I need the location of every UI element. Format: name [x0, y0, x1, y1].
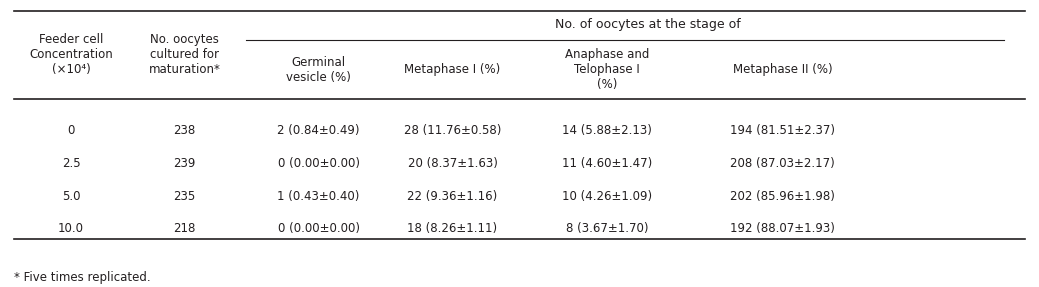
Text: 11 (4.60±1.47): 11 (4.60±1.47) — [562, 157, 652, 170]
Text: 239: 239 — [174, 157, 195, 170]
Text: 10 (4.26±1.09): 10 (4.26±1.09) — [562, 190, 652, 203]
Text: 0 (0.00±0.00): 0 (0.00±0.00) — [277, 157, 359, 170]
Text: 194 (81.51±2.37): 194 (81.51±2.37) — [729, 124, 834, 137]
Text: Metaphase II (%): Metaphase II (%) — [732, 63, 832, 76]
Text: 22 (9.36±1.16): 22 (9.36±1.16) — [407, 190, 498, 203]
Text: * Five times replicated.: * Five times replicated. — [15, 271, 151, 284]
Text: Metaphase I (%): Metaphase I (%) — [404, 63, 501, 76]
Text: 0 (0.00±0.00): 0 (0.00±0.00) — [277, 222, 359, 235]
Text: 28 (11.76±0.58): 28 (11.76±0.58) — [404, 124, 501, 137]
Text: 192 (88.07±1.93): 192 (88.07±1.93) — [729, 222, 834, 235]
Text: 238: 238 — [174, 124, 195, 137]
Text: 10.0: 10.0 — [58, 222, 84, 235]
Text: 1 (0.43±0.40): 1 (0.43±0.40) — [277, 190, 359, 203]
Text: 8 (3.67±1.70): 8 (3.67±1.70) — [566, 222, 648, 235]
Text: 202 (85.96±1.98): 202 (85.96±1.98) — [729, 190, 834, 203]
Text: 0: 0 — [68, 124, 75, 137]
Text: 2 (0.84±0.49): 2 (0.84±0.49) — [277, 124, 359, 137]
Text: Anaphase and
Telophase I
(%): Anaphase and Telophase I (%) — [565, 48, 649, 91]
Text: No. oocytes
cultured for
maturation*: No. oocytes cultured for maturation* — [149, 34, 220, 77]
Text: Feeder cell
Concentration
(×10⁴): Feeder cell Concentration (×10⁴) — [29, 34, 113, 77]
Text: 18 (8.26±1.11): 18 (8.26±1.11) — [407, 222, 498, 235]
Text: 2.5: 2.5 — [62, 157, 80, 170]
Text: 218: 218 — [174, 222, 195, 235]
Text: No. of oocytes at the stage of: No. of oocytes at the stage of — [556, 18, 741, 31]
Text: 5.0: 5.0 — [62, 190, 80, 203]
Text: Germinal
vesicle (%): Germinal vesicle (%) — [286, 56, 351, 84]
Text: 208 (87.03±2.17): 208 (87.03±2.17) — [730, 157, 834, 170]
Text: 235: 235 — [174, 190, 195, 203]
Text: 20 (8.37±1.63): 20 (8.37±1.63) — [407, 157, 498, 170]
Text: 14 (5.88±2.13): 14 (5.88±2.13) — [562, 124, 652, 137]
